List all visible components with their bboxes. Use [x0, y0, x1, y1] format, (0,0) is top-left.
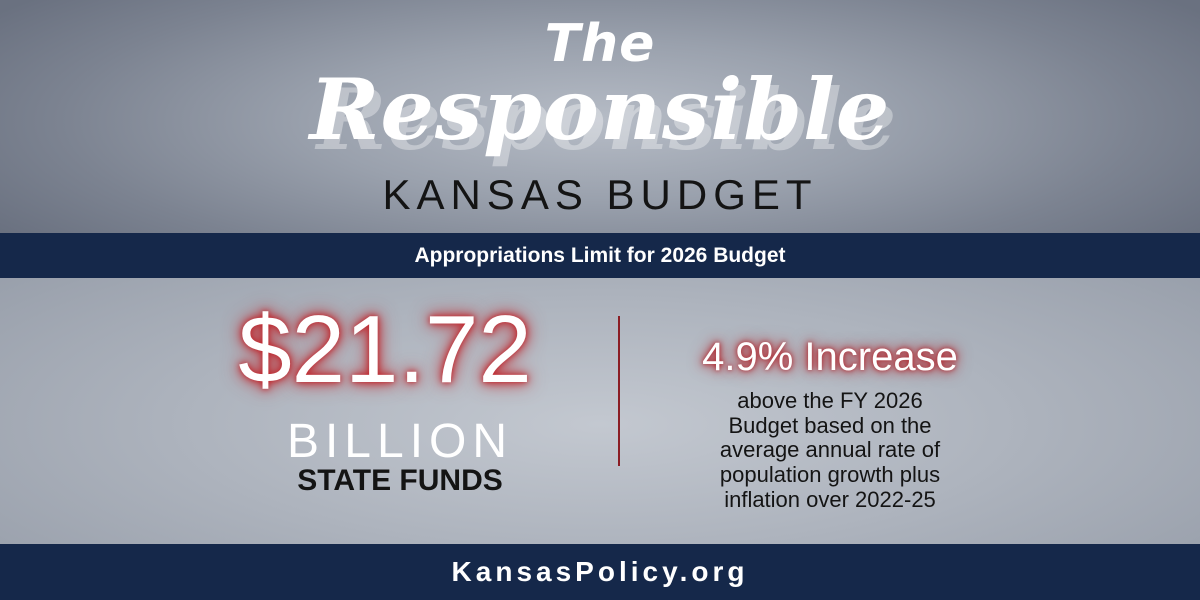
increase-description-line: inflation over 2022-25 — [724, 486, 936, 512]
increase-description-line: above the FY 2026 — [737, 388, 923, 413]
website-link[interactable]: KansasPolicy.org — [451, 556, 749, 587]
title-the: The — [544, 14, 656, 74]
vertical-divider — [618, 316, 620, 466]
appropriations-banner: Appropriations Limit for 2026 Budget — [0, 233, 1200, 278]
amount-value: $21.72 — [238, 296, 532, 403]
increase-headline: 4.9% Increase — [702, 335, 958, 379]
increase-description-line: Budget based on the — [728, 412, 932, 438]
content-background — [0, 278, 1200, 544]
amount-label: STATE FUNDS — [297, 464, 503, 497]
title-responsible-shadow: Responsible — [316, 70, 898, 169]
header-background — [0, 0, 1200, 233]
amount-unit: BILLION — [286, 415, 514, 468]
increase-description: above the FY 2026 Budget based on the av… — [650, 388, 1010, 512]
increase-description-line: average annual rate of — [719, 437, 941, 463]
title-kansas-budget: KANSAS BUDGET — [382, 171, 818, 218]
footer-banner: KansasPolicy.org — [0, 544, 1200, 600]
title-responsible: Responsible — [309, 60, 891, 159]
appropriations-banner-text: Appropriations Limit for 2026 Budget — [414, 243, 786, 267]
increase-description-line: population growth plus — [719, 461, 941, 487]
